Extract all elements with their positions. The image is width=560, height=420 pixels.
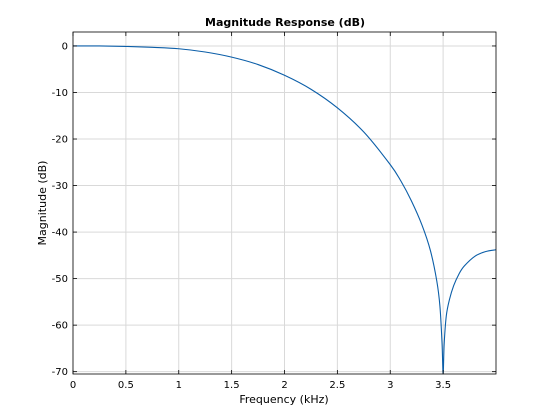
x-tick-label: 2: [281, 380, 287, 391]
series-group: [72, 45, 497, 375]
x-tick-label: 2.5: [329, 380, 345, 391]
y-tick-label: -10: [52, 88, 68, 99]
x-tick-label: 0.5: [118, 380, 134, 391]
y-axis-label: Magnitude (dB): [36, 161, 49, 246]
x-tick-label: 3: [387, 380, 393, 391]
y-tick-label: 0: [62, 41, 68, 52]
x-axis-label: Frequency (kHz): [239, 393, 328, 406]
y-tick-label: -30: [52, 181, 68, 192]
y-tick-label: -60: [52, 321, 68, 332]
y-tick-label: -70: [52, 367, 68, 378]
y-tick-label: -20: [52, 135, 68, 146]
y-tick-label: -50: [52, 274, 68, 285]
y-tick-label: -40: [52, 228, 68, 239]
magnitude-curve: [72, 45, 497, 375]
x-tick-label: 1: [176, 380, 182, 391]
tick-group: 0 0.5 1 1.5 2 2.5 3 3.5 0 -10 -20 -30 -40 -50 -60 -70: [52, 32, 496, 391]
x-tick-label: 0: [70, 380, 76, 391]
x-tick-label: 3.5: [435, 380, 451, 391]
x-tick-label: 1.5: [224, 380, 240, 391]
grid-lines: [72, 32, 496, 374]
chart-title: Magnitude Response (dB): [205, 16, 365, 29]
